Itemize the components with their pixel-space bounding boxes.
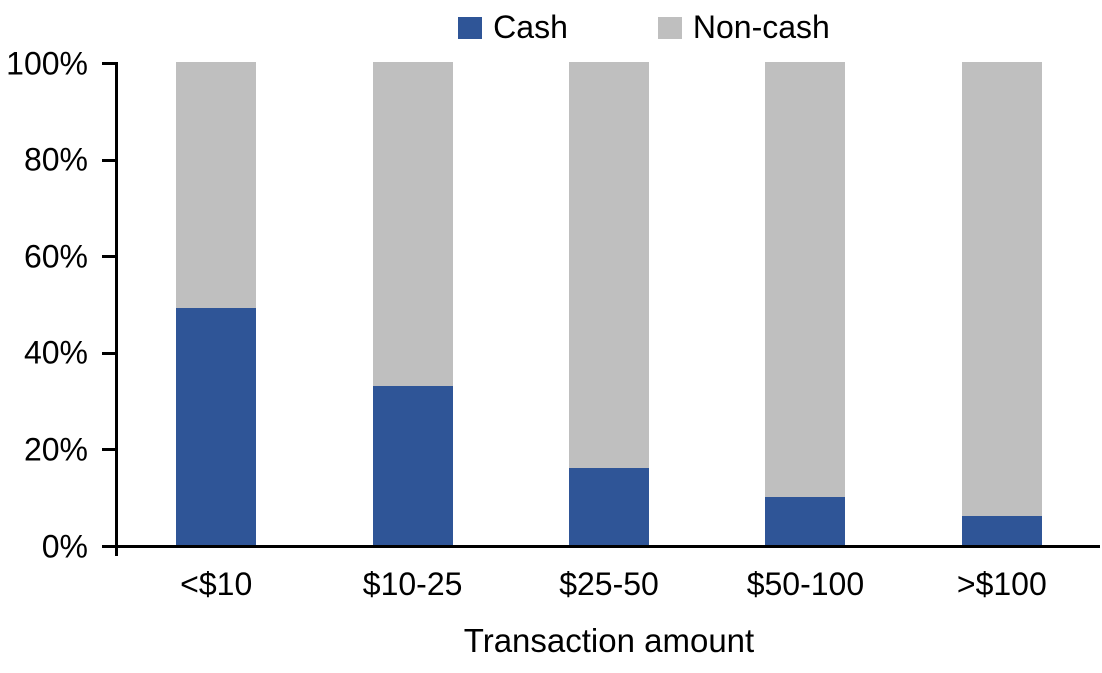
y-axis-ticks (102, 62, 115, 548)
y-tick-label: 60% (23, 238, 88, 275)
bar-segment-cash (569, 467, 650, 545)
bar-segment-non-cash (765, 62, 846, 497)
y-tick-mark (102, 351, 115, 355)
legend-label-non-cash: Non-cash (692, 9, 830, 45)
y-tick-label: 100% (6, 45, 88, 81)
stacked-bar (765, 62, 846, 545)
x-tick-label: $25-50 (559, 566, 659, 602)
stacked-bar (569, 62, 650, 545)
bar-segment-cash (372, 385, 453, 545)
y-tick-mark (102, 62, 115, 65)
non-cash-swatch-icon (657, 16, 682, 39)
bar-segment-cash (176, 308, 257, 545)
bar-slot (511, 62, 707, 545)
bar-segment-non-cash (372, 62, 453, 386)
legend-item-cash: Cash (458, 9, 568, 45)
bar-slot (118, 62, 314, 545)
y-tick-mark (102, 255, 115, 259)
y-tick-mark (102, 448, 115, 452)
y-axis-line (115, 62, 118, 548)
chart-legend: Cash Non-cash (118, 9, 1100, 45)
y-tick-label: 20% (23, 431, 88, 468)
stacked-bar (372, 62, 453, 545)
x-axis-labels: <$10 $10-25 $25-50 $50-100 >$100 (118, 566, 1100, 603)
cash-swatch-icon (458, 16, 483, 39)
bar-segment-non-cash (961, 62, 1042, 517)
bar-segment-cash (765, 496, 846, 545)
y-tick-label: 40% (23, 334, 88, 371)
x-tick-label: $50-100 (746, 566, 865, 602)
x-tick-label: $10-25 (362, 566, 463, 602)
bar-slot (904, 62, 1100, 545)
y-tick-label: 80% (23, 141, 88, 178)
legend-label-cash: Cash (493, 9, 568, 45)
y-tick-mark (102, 158, 115, 162)
y-tick-label: 0% (41, 528, 88, 564)
plot-area (118, 62, 1100, 545)
stacked-bar (961, 62, 1042, 545)
x-tick-label: >$100 (956, 566, 1047, 602)
bar-slot (314, 62, 510, 545)
x-tick-label: <$10 (180, 566, 253, 602)
y-axis-labels: 0% 20% 40% 60% 80% 100% (0, 45, 88, 564)
bar-segment-cash (961, 516, 1042, 545)
bar-slot (707, 62, 903, 545)
x-axis-end-tick (115, 548, 118, 556)
x-axis-line (103, 545, 1100, 548)
legend-item-non-cash: Non-cash (657, 9, 830, 45)
bar-segment-non-cash (176, 62, 257, 309)
x-axis-title: Transaction amount (463, 622, 755, 659)
bar-segment-non-cash (569, 62, 650, 468)
stacked-bar (176, 62, 257, 545)
